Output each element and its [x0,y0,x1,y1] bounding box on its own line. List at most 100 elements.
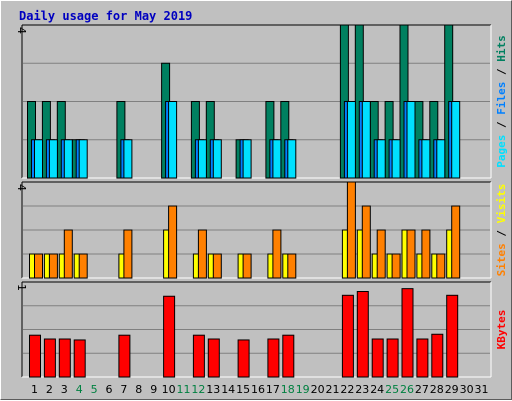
bar-pages-day-27 [421,139,431,179]
bar-sites-day-23 [361,205,371,279]
bar-sites-day-28 [436,253,446,279]
x-tick-label: 17 [266,383,280,396]
bar-kbytes-day-18 [282,334,295,378]
bar-pages-day-23 [361,101,371,179]
bar-sites-day-13 [212,253,222,279]
bar-sites-day-17 [272,229,282,279]
x-tick-label: 8 [135,383,142,396]
bar-pages-day-15 [242,139,252,179]
bar-sites-day-29 [451,205,461,279]
x-tick-label: 15 [236,383,250,396]
series-pages [34,101,461,179]
x-tick-label: 6 [106,383,113,396]
bar-pages-day-22 [346,101,356,179]
bar-kbytes-day-27 [416,338,429,378]
x-tick-label: 4 [76,383,83,396]
bar-sites-day-22 [346,181,356,279]
bar-pages-day-18 [287,139,297,179]
x-tick-label: 23 [355,383,369,396]
bar-kbytes-day-15 [237,339,250,378]
x-tick-label: 26 [400,383,414,396]
bar-kbytes-day-29 [446,294,459,378]
x-tick-label: 31 [475,383,489,396]
bar-pages-day-29 [451,101,461,179]
bar-sites-day-4 [78,253,88,279]
panel-visits_sites: 4 Sites / Visits [15,181,508,279]
panels-layer: 4 Pages / Files / Hits 4 Sites / Visits 1 KBy… [15,24,508,378]
axis-label-part: Files [495,82,508,115]
x-tick-label: 3 [61,383,68,396]
bar-kbytes-day-26 [401,288,414,378]
axis-label-hits_files_pages: Pages / Files / Hits [495,35,508,168]
axis-label-part: / [495,223,508,243]
bar-kbytes-day-3 [58,338,71,378]
axis-label-part: / [495,62,508,82]
y-max-label: 1 [15,284,28,291]
axis-label-kbytes: KBytes [495,310,508,350]
bar-pages-day-4 [78,139,88,179]
bar-pages-day-28 [436,139,446,179]
series-sites [34,181,461,279]
y-max-label: 4 [15,184,28,191]
series-kbytes [29,288,459,378]
x-tick-label: 16 [251,383,265,396]
x-tick-label: 13 [206,383,220,396]
bar-sites-day-24 [376,229,386,279]
bar-pages-day-24 [376,139,386,179]
x-tick-label: 19 [296,383,310,396]
x-tick-label: 5 [91,383,98,396]
bar-pages-day-10 [168,101,178,179]
bar-pages-day-1 [34,139,43,179]
title-layer: Daily usage for May 2019 [19,9,192,23]
x-axis: 1 2 3 4 5 6 7 8 9 10 11 12 13 14 15 16 17 18 19 20 21 22 23 24 2… [31,383,489,396]
bar-sites-day-25 [391,253,401,279]
bar-sites-day-1 [34,253,43,279]
bar-kbytes-day-4 [73,339,86,378]
x-tick-label: 10 [162,383,176,396]
axis-label-part: Sites [495,243,508,276]
bar-kbytes-day-23 [356,291,369,378]
x-tick-label: 20 [311,383,325,396]
axis-label-part: Visits [495,184,508,224]
x-tick-label: 14 [221,383,235,396]
bar-pages-day-7 [123,139,133,179]
axis-label-visits_sites: Sites / Visits [495,184,508,277]
x-tick-label: 22 [340,383,354,396]
x-tick-label: 9 [150,383,157,396]
bar-pages-day-2 [48,139,58,179]
x-tick-label: 24 [370,383,384,396]
bar-pages-day-17 [272,139,282,179]
bar-sites-day-2 [48,253,58,279]
bar-kbytes-day-10 [163,295,176,378]
bar-kbytes-day-12 [192,334,205,378]
x-tick-label: 30 [460,383,474,396]
bar-sites-day-15 [242,253,252,279]
x-tick-label: 27 [415,383,429,396]
x-tick-label: 12 [191,383,205,396]
bar-sites-day-18 [287,253,297,279]
bar-pages-day-13 [212,139,222,179]
bar-pages-day-12 [197,139,207,179]
x-tick-label: 11 [177,383,191,396]
bar-sites-day-7 [123,229,133,279]
bar-kbytes-day-17 [267,338,280,378]
bar-kbytes-day-25 [386,338,399,378]
bar-sites-day-27 [421,229,431,279]
bar-sites-day-12 [197,229,207,279]
bar-sites-day-26 [406,229,416,279]
y-max-label: 4 [15,27,28,34]
bar-kbytes-day-2 [43,338,56,378]
bar-kbytes-day-28 [431,333,444,378]
x-tick-label: 2 [46,383,53,396]
axis-label-part: Hits [495,35,508,62]
x-tick-label: 28 [430,383,444,396]
bar-kbytes-day-7 [118,334,131,378]
axis-label-part: Pages [495,135,508,168]
bar-sites-day-10 [168,205,178,279]
x-tick-label: 25 [385,383,399,396]
axis-label-part: / [495,115,508,135]
axis-label-part: KBytes [495,310,508,350]
panel-hits_files_pages: 4 Pages / Files / Hits [15,24,508,179]
bar-kbytes-day-22 [341,294,354,378]
